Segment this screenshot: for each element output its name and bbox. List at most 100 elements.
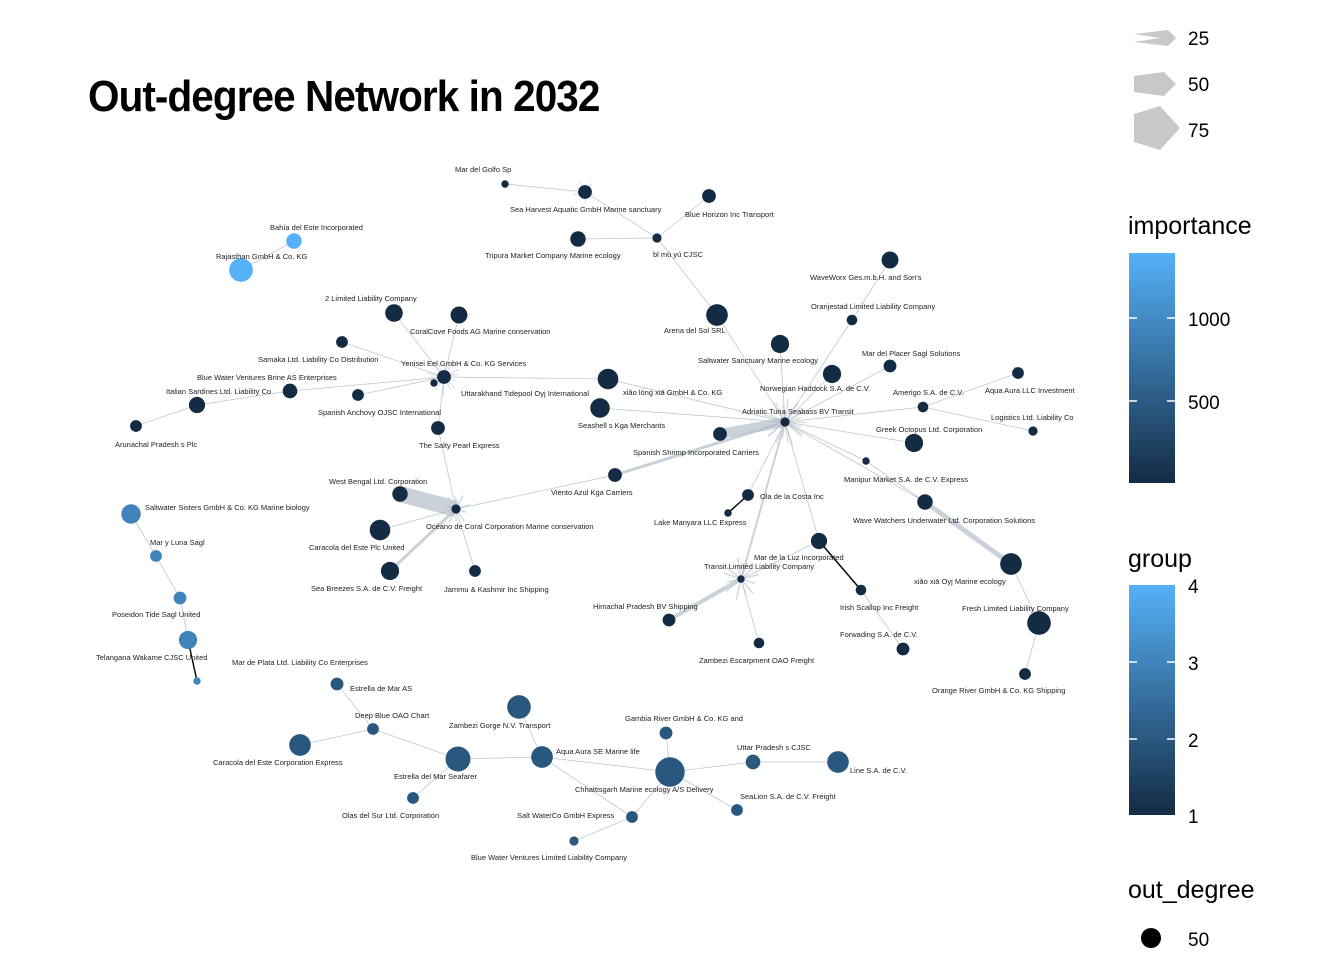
node-salty_pearl	[431, 421, 445, 435]
node-label-tripura: Tripura Market Company Marine ecology	[485, 251, 621, 260]
node-coralcove	[450, 306, 468, 324]
node-label-xiao_xia: xiǎo xiā Oyj Marine ecology	[914, 577, 1006, 586]
out-degree-key-50	[1141, 928, 1161, 948]
node-spanish_anchovy	[352, 389, 364, 401]
node-irish_scallop	[855, 584, 867, 596]
node-label-blue_horizon: Blue Horizon Inc Transport	[685, 210, 775, 219]
node-label-forwading: Forwading S.A. de C.V.	[840, 630, 918, 639]
node-saltwater_sisters	[121, 504, 141, 524]
group-tick-3: 3	[1188, 654, 1199, 675]
node-salt_waterco	[626, 811, 638, 823]
node-label-irish_scallop: Irish Scallop Inc Freight	[840, 603, 919, 612]
node-label-lake_manyara: Lake Manyara LLC Express	[654, 518, 747, 527]
importance-legend: importance 1000 500	[1128, 212, 1252, 483]
edge-oceano_coral-salty_pearl	[437, 427, 457, 510]
out-degree-legend: out_degree 50	[1128, 876, 1255, 951]
edge-blue_water_brine-italian_sardines	[196, 390, 291, 406]
edge-deep_blue-caracola_este_corp	[299, 728, 374, 746]
node-label-saltwater_sanctuary: Saltwater Sanctuary Marine ecology	[698, 356, 818, 365]
node-label-deep_blue: Deep Blue OAO Chart	[355, 711, 430, 720]
node-rajasthan	[229, 258, 253, 282]
node-gambia	[659, 726, 673, 740]
node-label-spanish_anchovy: Spanish Anchovy OJSC International	[318, 408, 441, 417]
chart-title: Out-degree Network in 2032	[88, 72, 600, 121]
node-oranjestad	[846, 314, 858, 326]
node-label-blue_water_brine: Blue Water Ventures Brine AS Enterprises	[197, 373, 337, 382]
node-label-two_llc: 2 Limited Liability Company	[325, 294, 417, 303]
node-label-mar_luna: Mar y Luna Sagl	[150, 538, 205, 547]
edge-yenisei-salty_pearl	[437, 376, 445, 429]
node-estrella_mar_seafarer	[445, 746, 471, 772]
edge-yenisei-spanish_anchovy	[357, 376, 445, 396]
edge-salt_waterco-blue_water_llc	[573, 816, 633, 842]
node-forwading	[896, 642, 910, 656]
node-label-mar_luz: Mar de la Luz Incorporated	[754, 553, 844, 562]
node-deep_blue	[367, 723, 379, 735]
node-label-zambezi_gorge: Zambezi Gorge N.V. Transport	[449, 721, 551, 730]
group-tick-1: 1	[1188, 807, 1199, 828]
node-label-spanish_shrimp: Spanish Shrimp Incorporated Carriers	[633, 448, 759, 457]
edge-adriatic-transit_llc	[740, 421, 786, 580]
node-yenisei	[437, 370, 451, 384]
node-label-oranjestad: Oranjestad Limited Liability Company	[811, 302, 935, 311]
edge-tripura-bi_mu	[577, 237, 658, 240]
node-logistics	[1028, 426, 1038, 436]
node-label-sea_breezes: Sea Breezes S.A. de C.V. Freight	[311, 584, 423, 593]
edge-adriatic-seashell	[599, 407, 786, 423]
node-label-yenisei: Yenisei Eel GmbH & Co. KG Services	[401, 359, 526, 368]
node-label-uttar_pradesh: Uttar Pradesh s CJSC	[737, 743, 811, 752]
node-vienti_azul	[608, 468, 622, 482]
node-label-sealion: SeaLion S.A. de C.V. Freight	[740, 792, 837, 801]
edge-bi_mu-arena	[656, 237, 718, 316]
node-label-caracola_este_corp: Caracola del Este Corporation Express	[213, 758, 343, 767]
node-olas_sur	[407, 792, 419, 804]
node-wave_watchers	[917, 494, 933, 510]
node-label-ola_costa: Ola de la Costa Inc	[760, 492, 824, 501]
edge-sea_harvest-bi_mu	[584, 191, 658, 239]
node-label-sea_harvest: Sea Harvest Aquatic GmbH Marine sanctuar…	[510, 205, 662, 214]
edge-adriatic-xiao_long	[607, 378, 786, 423]
node-label-logistics: Logistics Ltd. Liability Co	[991, 413, 1074, 422]
node-label-arena: Arena del Sol SRL	[664, 326, 726, 335]
edge-adriatic-amerigo	[784, 406, 924, 423]
node-label-aqua_aura_se: Aqua Aura SE Marine life	[556, 747, 640, 756]
node-blue_horizon	[702, 189, 716, 203]
edge-transit_llc-mar_luz	[740, 540, 820, 580]
node-label-arunachal: Arunachal Pradesh s Plc	[115, 440, 197, 449]
node-arena	[706, 304, 728, 326]
node-seashell	[590, 398, 610, 418]
node-spanish_shrimp	[713, 427, 727, 441]
edge-transit_llc-himachal	[668, 577, 742, 622]
node-label-uttarakhand: Uttarakhand Tidepool Oyj International	[461, 389, 589, 398]
node-transit_llc	[737, 575, 745, 583]
node-amerigo	[917, 401, 929, 413]
edge-yenisei-coralcove	[443, 314, 460, 378]
node-samaka	[336, 336, 348, 348]
node-west_bengal	[392, 486, 408, 502]
edge-manipur-wave_watchers	[865, 460, 926, 503]
node-greek_octopus	[904, 433, 924, 453]
node-label-chhattisgarh: Chhattisgarh Marine ecology A/S Delivery	[575, 785, 714, 794]
node-label-bi_mu: bǐ mù yú CJSC	[653, 250, 704, 259]
node-mar_plata	[193, 677, 201, 685]
node-label-manipur: Manipur Market S.A. de C.V. Express	[844, 475, 968, 484]
group-legend-title: group	[1128, 545, 1192, 573]
node-label-greek_octopus: Greek Octopus Ltd. Corporation	[876, 425, 982, 434]
node-line_sa	[827, 751, 849, 773]
node-label-poseidon: Poseidon Tide Sagl United	[112, 610, 200, 619]
node-caracola_este_plc	[369, 519, 391, 541]
node-label-coralcove: CoralCove Foods AG Marine conservation	[410, 327, 550, 336]
node-oceano_coral	[451, 504, 461, 514]
importance-tick-500: 500	[1188, 393, 1220, 414]
group-legend: group 4 3 2 1	[1128, 545, 1199, 828]
node-label-zambezi_escarpment: Zambezi Escarpment OAO Freight	[699, 656, 815, 665]
node-mar_luz	[810, 532, 828, 550]
edge-mar_luz-irish_scallop	[818, 540, 862, 591]
nodes-layer	[121, 180, 1051, 846]
weight-key-75	[1134, 106, 1180, 150]
node-label-salty_pearl: The Salty Pearl Express	[419, 441, 500, 450]
node-label-line_sa: Line S.A. de C.V.	[850, 766, 907, 775]
node-uttarakhand	[430, 379, 438, 387]
node-telangana	[178, 630, 198, 650]
